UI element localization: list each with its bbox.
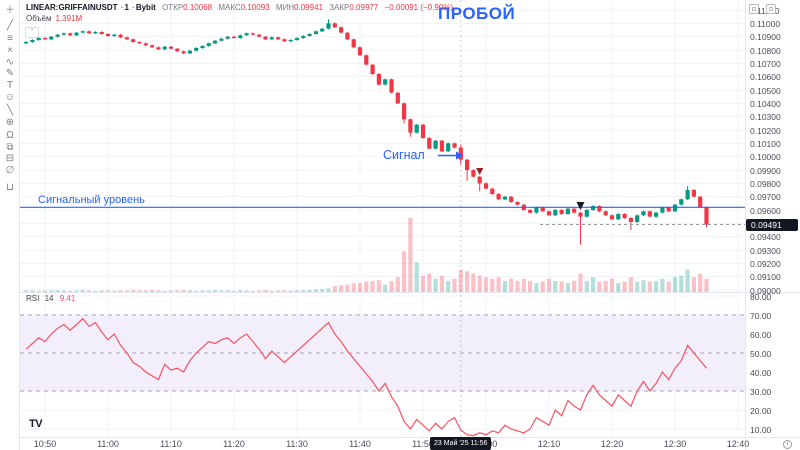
last-price-badge: 0.09491 [746, 219, 798, 231]
price-axis-label[interactable]: 0.11000 [750, 18, 781, 29]
price-axis-label[interactable]: 0.10500 [750, 85, 781, 96]
price-axis-label[interactable]: 0.09900 [750, 165, 781, 176]
price-axis-label[interactable]: 0.09800 [750, 178, 781, 189]
brush-icon[interactable]: ✎ [5, 68, 15, 79]
price-axis-label[interactable]: 0.10600 [750, 72, 781, 83]
volume-label: Объём [26, 14, 52, 23]
rsi-axis-label[interactable]: 60.00 [750, 329, 772, 340]
price-axis-label[interactable]: 0.10200 [750, 125, 781, 136]
time-axis-label[interactable]: 11:00 [97, 439, 119, 449]
time-axis-label[interactable]: 11:40 [349, 439, 371, 449]
high-value: 0.10093 [240, 3, 270, 12]
open-value: 0.10068 [183, 3, 213, 12]
price-axis-label[interactable]: 0.11100 [750, 5, 780, 16]
price-axis-label[interactable]: 0.10300 [750, 112, 781, 123]
time-axis-label[interactable]: 12:30 [663, 439, 687, 449]
close-value: 0.09977 [349, 3, 379, 12]
volume-value: 1.391M [55, 14, 83, 23]
volume-legend: Объём 1.391M [26, 14, 82, 23]
price-axis-label[interactable]: 0.09100 [750, 272, 781, 283]
rsi-label: RSI [26, 294, 40, 303]
rsi-axis-label[interactable]: 20.00 [750, 405, 772, 416]
pane-restore-icon[interactable] [766, 4, 776, 14]
hide-drawings-icon[interactable]: ∅ [5, 165, 15, 176]
price-axis-label[interactable]: 0.10400 [750, 98, 781, 109]
price-axis-label[interactable]: 0.09000 [750, 285, 781, 296]
fib-retracement-icon[interactable]: ≡ [7, 33, 13, 44]
pattern-xabcd-icon[interactable]: × [7, 45, 13, 56]
price-axis-label[interactable]: 0.09200 [750, 258, 781, 269]
legend-collapse-button[interactable]: ˆ [25, 27, 39, 38]
time-axis-label[interactable]: 10:50 [33, 439, 57, 449]
text-tool-icon[interactable]: T [6, 80, 14, 91]
time-axis-label[interactable]: 12:20 [600, 439, 624, 449]
emoji-icon[interactable]: ☺ [4, 92, 16, 103]
price-axis-label[interactable]: 0.09400 [750, 232, 781, 243]
high-label: МАКС [218, 3, 241, 12]
rsi-axis-label[interactable]: 80.00 [750, 291, 772, 302]
rsi-axis-label[interactable]: 70.00 [750, 310, 772, 321]
low-value: 0.09941 [294, 3, 323, 12]
low-label: МИН [275, 3, 295, 12]
time-axis-label[interactable]: 12:10 [537, 439, 561, 449]
time-axis-label[interactable]: 11:50 [412, 439, 434, 449]
signal-level-annotation[interactable]: Сигнальный уровень [38, 194, 145, 206]
open-label: ОТКР [162, 3, 184, 12]
price-axis-label[interactable]: 0.09300 [750, 245, 781, 256]
tradingview-logo[interactable]: TV [29, 418, 43, 430]
time-axis-label[interactable]: 12:40 [726, 439, 750, 449]
close-label: ЗАКР [329, 3, 350, 12]
time-axis-label[interactable]: 11:30 [286, 439, 308, 449]
measure-icon[interactable]: ╲ [6, 105, 14, 116]
price-axis-label[interactable]: 0.10700 [750, 58, 781, 69]
objects-tree-icon[interactable]: ⧉ [6, 142, 14, 153]
price-axis-label[interactable]: 0.09600 [750, 205, 781, 216]
lock-icon[interactable]: ⊟ [5, 153, 15, 164]
rsi-value: 9.41 [59, 294, 76, 303]
time-axis-label[interactable]: 11:10 [160, 439, 182, 449]
price-axis-label[interactable]: 0.10000 [750, 152, 781, 163]
price-axis-label[interactable]: 0.09700 [750, 192, 781, 203]
rsi-axis-label[interactable]: 30.00 [750, 386, 772, 397]
crosshair-time-badge: 23 Май '25 11:56 [430, 437, 492, 450]
drawing-toolbar: ＋ ╱ ≡ × ∿ ✎ T ☺ ╲ ⊕ Ω ⧉ ⊟ ∅ ⊔ [0, 0, 20, 450]
elliott-wave-icon[interactable]: ∿ [5, 57, 15, 68]
magnet-icon[interactable]: Ω [6, 130, 14, 141]
trend-line-icon[interactable]: ╱ [6, 20, 14, 31]
price-axis-label[interactable]: 0.10100 [750, 138, 781, 149]
signal-annotation[interactable]: Сигнал [383, 148, 425, 162]
symbol-title[interactable]: LINEAR:GRIFFAINUSDT ·1 ·Bybit [26, 3, 156, 12]
symbol-legend: LINEAR:GRIFFAINUSDT ·1 ·Bybit ОТКР0.1006… [26, 3, 453, 12]
rsi-legend: RSI 14 9.41 [26, 294, 75, 303]
rsi-params: 14 [44, 294, 54, 303]
rsi-axis-label[interactable]: 50.00 [750, 348, 772, 359]
rsi-axis-label[interactable]: 10.00 [750, 424, 772, 435]
breakout-annotation[interactable]: ПРОБОЙ [438, 4, 516, 23]
zoom-in-icon[interactable]: ⊕ [5, 117, 15, 128]
crosshair-icon[interactable]: ＋ [5, 5, 15, 16]
rsi-axis-label[interactable]: 40.00 [750, 367, 772, 378]
change-value: −0.00091 (−0.90%) [384, 3, 454, 12]
price-axis-label[interactable]: 0.10900 [750, 32, 781, 43]
timezone-clock-icon[interactable] [783, 440, 792, 449]
time-axis-label[interactable]: 11:20 [223, 439, 245, 449]
price-axis-label[interactable]: 0.10800 [750, 45, 781, 56]
pane-maximize-icon[interactable] [749, 4, 759, 14]
trash-icon[interactable]: ⊔ [6, 182, 14, 193]
